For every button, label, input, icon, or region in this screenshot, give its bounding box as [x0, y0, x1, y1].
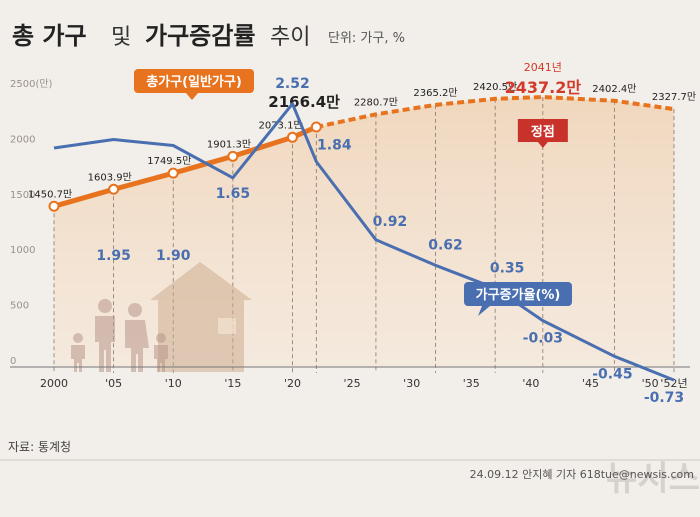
x-tick-label: '15 — [224, 377, 241, 390]
growth-label-2047: -0.45 — [592, 366, 632, 382]
households-label-2027: 2280.7만 — [354, 96, 398, 108]
households-label-2010: 1749.5만 — [147, 155, 191, 167]
y-tick-label: 1000 — [10, 245, 35, 256]
households-label-2047: 2402.4만 — [592, 83, 636, 95]
growth-label-2015: 1.65 — [216, 186, 251, 202]
households-point-2005 — [108, 183, 120, 195]
vertical-gridlines — [53, 96, 675, 373]
x-tick-label: '50 — [642, 377, 659, 390]
growth-label-2020: 2.52 — [275, 76, 310, 92]
x-tick-label: '40 — [522, 377, 539, 390]
watermark: 뉴시스 — [606, 459, 700, 499]
growth-rate-series: 1.65 2.52 1.84 0.92 0.62 0.35 -0.03 -0.45 -0.73 1… — [53, 76, 684, 406]
legend-households-box — [134, 69, 254, 93]
x-tick-label: '25 — [344, 377, 361, 390]
peak-value-label: 2437.2만 — [505, 78, 582, 97]
growth-label-2041: -0.03 — [523, 331, 563, 347]
households-label-2022: 2166.4만 — [268, 93, 340, 111]
households-area — [54, 97, 674, 367]
unit-label: 단위: 가구, % — [328, 31, 405, 46]
households-label-2020: 2073.1만 — [258, 119, 302, 131]
legends: 총가구(일반가구) 가구증가율(%) — [134, 69, 572, 316]
y-tick-label: 2500(만) — [10, 78, 53, 90]
x-tick-label: '30 — [403, 377, 420, 390]
households-point-2020 — [286, 131, 298, 143]
growth-label-2005: 1.95 — [96, 248, 131, 264]
chart-title: 총 가구 및 가구증감률 추이 단위: 가구, % — [12, 22, 405, 50]
x-tick-label: '52년 — [660, 377, 687, 390]
growth-label-2027: 0.92 — [373, 214, 408, 230]
title-part-1: 총 가구 — [12, 22, 87, 50]
x-tick-label: '35 — [463, 377, 480, 390]
legend-households-label: 총가구(일반가구) — [146, 74, 242, 90]
households-label-2032: 2365.2만 — [413, 87, 457, 99]
growth-label-2022: 1.84 — [317, 138, 352, 154]
households-label-2052: 2327.7만 — [652, 91, 696, 103]
households-point-2010 — [167, 167, 179, 179]
source-label: 자료: 통계청 — [8, 440, 71, 454]
peak-year-label: 2041년 — [524, 61, 562, 74]
title-part-4: 추이 — [270, 25, 310, 50]
households-point-2022 — [310, 121, 322, 133]
y-tick-label: 0 — [10, 356, 16, 367]
axes: 0 500 1000 1500 2000 2500(만) 2000 '05 '10 '15 '20 '… — [10, 78, 690, 390]
x-tick-label: '45 — [582, 377, 599, 390]
households-label-2015: 1901.3만 — [207, 138, 251, 150]
growth-label-2052: -0.73 — [644, 390, 684, 406]
x-tick-label: '20 — [284, 377, 301, 390]
family-house-illustration — [71, 262, 252, 372]
legend-growth-box — [464, 282, 572, 306]
households-point-2000 — [48, 200, 60, 212]
households-label-2000: 1450.7만 — [28, 188, 72, 200]
title-part-2: 및 — [111, 25, 131, 50]
x-tick-label: 2000 — [40, 377, 68, 390]
households-point-2015 — [227, 150, 239, 162]
y-tick-label: 500 — [10, 301, 29, 312]
growth-label-2010: 1.90 — [156, 248, 191, 264]
peak-badge — [517, 119, 568, 148]
legend-households-pointer — [186, 93, 198, 100]
households-projected-line — [315, 94, 675, 129]
households-label-2037: 2420.5만 — [473, 81, 517, 93]
legend-growth-pointer — [478, 306, 490, 316]
x-tick-label: '05 — [105, 377, 122, 390]
households-series: 1450.7만 1603.9만 1749.5만 1901.3만 2073.1만 2166.… — [28, 61, 696, 212]
peak-badge-label: 정점 — [531, 124, 555, 140]
x-tick-label: '10 — [165, 377, 182, 390]
households-area-fill — [54, 97, 674, 367]
households-label-2005: 1603.9만 — [88, 171, 132, 183]
title-part-3: 가구증감률 — [145, 22, 255, 50]
growth-rate-line — [53, 102, 675, 382]
growth-label-2037: 0.35 — [490, 260, 525, 276]
growth-label-2032: 0.62 — [428, 237, 463, 253]
credit-label: 24.09.12 안지혜 기자 618tue@newsis.com — [470, 468, 694, 481]
y-tick-label: 1500 — [10, 190, 35, 201]
y-tick-label: 2000 — [10, 134, 35, 145]
legend-growth-label: 가구증가율(%) — [476, 287, 561, 303]
